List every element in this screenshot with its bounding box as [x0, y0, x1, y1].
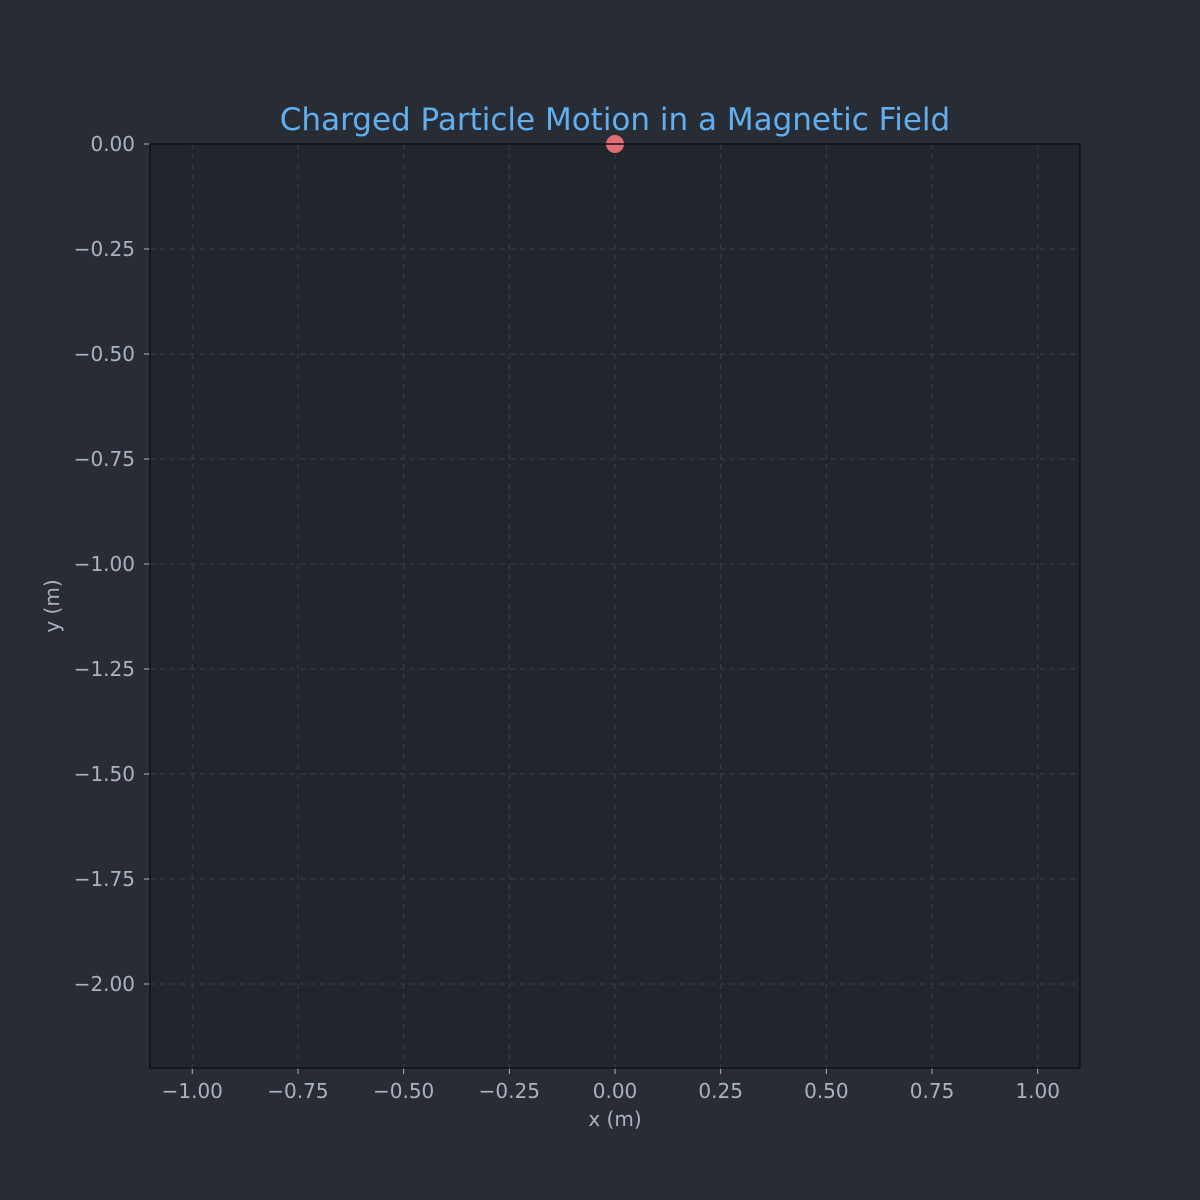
x-tick-label: 0.00 — [593, 1079, 638, 1103]
y-tick-label: −0.25 — [74, 237, 135, 261]
y-tick-label: −1.50 — [74, 762, 135, 786]
y-tick-label: −1.75 — [74, 867, 135, 891]
ticks: −1.00 −0.75 −0.50 −0.25 0.00 0.25 0.50 0.75 1.00… — [74, 132, 1060, 1103]
y-tick-label: −0.50 — [74, 342, 135, 366]
x-tick-label: −1.00 — [162, 1079, 223, 1103]
x-tick-label: 0.75 — [910, 1079, 955, 1103]
y-tick-label: −0.75 — [74, 447, 135, 471]
grid — [150, 143, 1080, 1068]
x-tick-label: −0.50 — [373, 1079, 434, 1103]
x-tick-label: 1.00 — [1015, 1079, 1060, 1103]
y-tick-label: 0.00 — [90, 132, 135, 156]
y-tick-label: −2.00 — [74, 972, 135, 996]
plot-frame — [149, 143, 1081, 1069]
x-tick-label: −0.75 — [267, 1079, 328, 1103]
x-tick-label: 0.50 — [804, 1079, 849, 1103]
y-axis-label: y (m) — [40, 579, 64, 632]
chart-title: Charged Particle Motion in a Magnetic Fi… — [280, 102, 950, 138]
y-tick-label: −1.00 — [74, 552, 135, 576]
x-axis-label: x (m) — [588, 1107, 641, 1131]
x-tick-label: −0.25 — [479, 1079, 540, 1103]
x-tick-label: 0.25 — [698, 1079, 743, 1103]
y-tick-label: −1.25 — [74, 657, 135, 681]
